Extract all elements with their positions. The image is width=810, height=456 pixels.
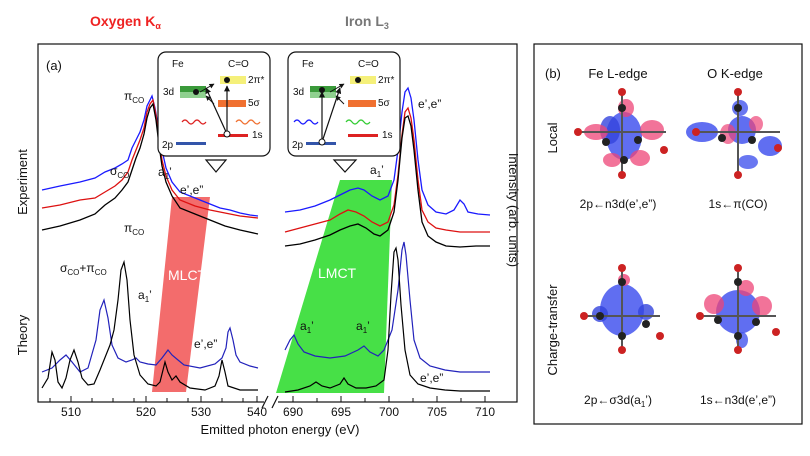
caption-ct-fe: 2p←σ3d(a1’) <box>584 393 652 409</box>
row-local: Local <box>545 122 560 153</box>
svg-text:3d: 3d <box>163 87 174 98</box>
lmct-band <box>276 180 392 393</box>
inset-left: Fe C=O 3d 2π* 5σ 2p 1s <box>157 51 271 173</box>
tick-700: 700 <box>379 405 399 419</box>
tick-695: 695 <box>331 405 351 419</box>
label-fe-a1-th-2: a1’ <box>356 319 370 335</box>
panel-b-label: (b) <box>545 66 561 81</box>
caption-local-fe: 2p←n3d(e’,e”) <box>580 197 657 211</box>
label-fe-a1-th-1: a1’ <box>300 319 314 335</box>
col-fe-l-edge: Fe L-edge <box>588 66 647 81</box>
y-label-experiment: Experiment <box>15 149 30 215</box>
panel-a-axis-break-mask <box>264 396 278 408</box>
oxygen-title: Oxygen Kα <box>90 13 161 31</box>
x-ticks-left <box>49 396 486 402</box>
mlct-band <box>152 197 210 392</box>
label-ee-th: e’,e” <box>194 337 217 351</box>
o-th-blue <box>41 297 259 373</box>
svg-text:C=O: C=O <box>358 59 379 70</box>
tick-530: 530 <box>191 405 211 419</box>
label-sigma-exp: σCO <box>110 164 129 180</box>
label-pi-exp: πCO <box>124 89 144 105</box>
svg-text:5σ: 5σ <box>378 98 391 109</box>
lmct-label: LMCT <box>318 265 357 281</box>
tick-510: 510 <box>61 405 81 419</box>
tick-710: 710 <box>475 405 495 419</box>
col-o-k-edge: O K-edge <box>707 66 763 81</box>
label-ee-exp: e’,e” <box>180 183 203 197</box>
orbital-local-o <box>686 88 782 179</box>
orbital-ct-o <box>696 264 780 354</box>
svg-text:5σ: 5σ <box>248 98 261 109</box>
o-exp-blue <box>41 94 259 217</box>
fe-exp-black <box>284 114 490 248</box>
row-charge-transfer: Charge-transfer <box>545 284 560 376</box>
inset-right: Fe C=O 3d 2π* 5σ 2p 1s <box>287 51 401 173</box>
x-axis-label: Emitted photon energy (eV) <box>201 422 360 437</box>
fe-exp-blue <box>284 86 491 216</box>
label-pi-th: πCO <box>124 221 144 237</box>
axis-break-mark-2 <box>271 395 279 409</box>
label-fe-ee-th: e’,e” <box>420 371 443 385</box>
o-exp-black <box>41 102 259 235</box>
caption-ct-o: 1s←n3d(e’,e”) <box>700 393 776 407</box>
tick-690: 690 <box>283 405 303 419</box>
svg-text:Fe: Fe <box>172 59 184 70</box>
label-a1-exp: a1’ <box>158 165 172 181</box>
tick-540: 540 <box>247 405 267 419</box>
axis-break-mark-1 <box>261 395 269 409</box>
fe-th-black <box>284 246 490 393</box>
svg-text:2π*: 2π* <box>378 75 394 86</box>
panel-a-label: (a) <box>46 58 62 73</box>
svg-text:Fe: Fe <box>302 59 314 70</box>
mlct-label: MLCT <box>168 267 207 283</box>
y-label-theory: Theory <box>15 314 30 355</box>
orbital-ct-fe <box>580 264 664 354</box>
svg-text:2p: 2p <box>162 140 174 151</box>
tick-520: 520 <box>136 405 156 419</box>
svg-text:2π*: 2π* <box>248 75 264 86</box>
panel-b-frame <box>533 43 803 425</box>
tick-705: 705 <box>427 405 447 419</box>
iron-title: Iron L3 <box>345 13 389 31</box>
svg-text:2p: 2p <box>292 140 304 151</box>
svg-text:3d: 3d <box>293 87 304 98</box>
svg-text:C=O: C=O <box>228 59 249 70</box>
panel-a-frame <box>37 43 518 403</box>
label-fe-ee-exp: e’,e” <box>418 97 441 111</box>
svg-text:1s: 1s <box>252 130 263 141</box>
label-fe-a1-exp: a1’ <box>370 163 384 179</box>
o-exp-red <box>41 98 259 219</box>
svg-text:1s: 1s <box>382 130 393 141</box>
o-th-black <box>41 259 258 391</box>
label-a1-th: a1’ <box>138 288 152 304</box>
orbital-local-fe <box>574 88 668 179</box>
caption-local-o: 1s←π(CO) <box>709 197 768 211</box>
y-label-intensity: Intensity (arb. units) <box>506 153 521 267</box>
label-sigpi-th: σCO+πCO <box>60 261 107 277</box>
